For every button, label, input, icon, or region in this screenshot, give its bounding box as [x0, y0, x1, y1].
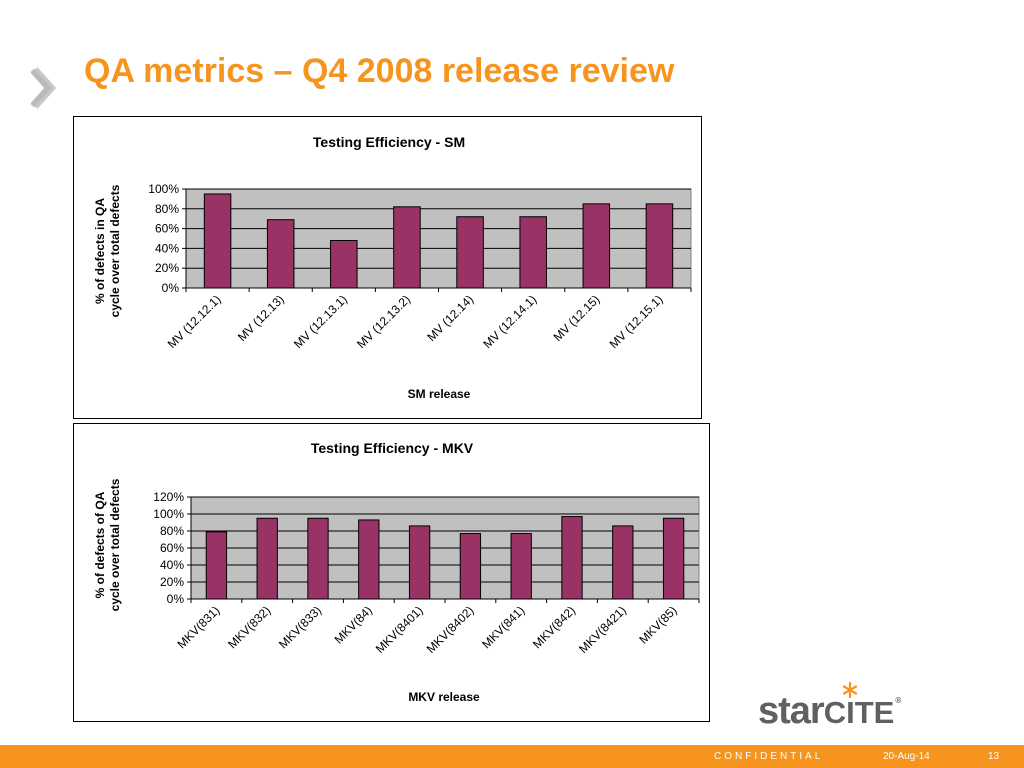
starcite-logo: starCITE®: [758, 682, 944, 734]
chart2-bar: [256, 517, 278, 600]
chart2-y-axis-label: % of defects of QAcycle over total defec…: [93, 478, 122, 611]
footer-confidential: CONFIDENTIAL: [714, 751, 824, 762]
chart2-bar: [358, 519, 380, 600]
chart2-bar: [459, 533, 482, 600]
chart1-x-tick-label: MV (12.13.1): [291, 292, 350, 351]
chart-sm-svg: Testing Efficiency - SM 0% 20% 40% 60% 80% 100…: [93, 134, 692, 401]
chart2-bar: [510, 533, 532, 600]
chart1-x-tick-label: MV (12.15): [551, 292, 603, 344]
chart-testing-efficiency-mkv: Testing Efficiency - MKV 0% 20% 40% 60% 80% 10…: [73, 423, 710, 722]
chart1-x-tick-label: MV (12.14.1): [480, 292, 539, 351]
chart1-y-tick-label: 100%: [148, 182, 179, 196]
chart1-bar: [393, 206, 421, 289]
chart2-x-axis-label: MKV release: [408, 690, 480, 704]
double-chevron-right-icon: [30, 67, 57, 109]
chart1-y-tick-label: 40%: [155, 241, 179, 255]
chart2-x-tick-label: MKV(85): [636, 603, 679, 646]
chart2-x-tick-label: MKV(84): [332, 603, 375, 646]
chart1-bar: [266, 219, 295, 289]
chart2-title: Testing Efficiency - MKV: [311, 440, 474, 456]
chart2-y-tick-label: 80%: [160, 524, 184, 538]
chart2-y-tick-label: 0%: [167, 592, 185, 606]
chart1-bar: [519, 216, 547, 289]
chart2-x-tick-label: MKV(8401): [373, 603, 426, 656]
asterisk-star-icon: [842, 682, 858, 698]
chart1-bar: [456, 216, 484, 289]
chart1-y-tick-label: 80%: [155, 202, 179, 216]
chart2-y-tick-label: 20%: [160, 575, 184, 589]
chart2-y-tick-label: 60%: [160, 541, 184, 555]
chart1-y-axis-label: % of defects in QAcycle over total defec…: [93, 184, 122, 317]
chart2-x-tick-label: MKV(842): [530, 603, 578, 651]
logo-text-star: star: [758, 690, 825, 732]
chart2-x-tick-label: MKV(8402): [424, 603, 477, 656]
chart1-y-tick-label: 0%: [162, 281, 180, 295]
chart1-x-tick-label: MV (12.14): [424, 292, 476, 344]
chart1-bar: [330, 239, 358, 289]
chart1-plot-area: [185, 188, 692, 289]
chart1-title: Testing Efficiency - SM: [313, 134, 465, 150]
chart2-x-tick-label: MKV(832): [225, 603, 273, 651]
chart1-bar: [645, 203, 674, 289]
chart1-y-tick-label: 60%: [155, 222, 179, 236]
logo-text-cite: CITE: [823, 695, 895, 730]
chart1-x-tick-label: MV (12.15.1): [607, 292, 666, 351]
chart1-x-axis-label: SM release: [408, 387, 471, 401]
chart2-bar: [612, 525, 634, 600]
logo-registered-mark: ®: [895, 696, 902, 705]
chart1-bar: [203, 193, 232, 289]
chart2-x-tick-label: MKV(833): [276, 603, 324, 651]
chart2-x-tick-label: MKV(831): [174, 603, 222, 651]
chart1-bar: [582, 203, 611, 289]
logo-wordmark: starCITE®: [758, 690, 901, 733]
footer-bar: CONFIDENTIAL 20-Aug-14 13: [0, 745, 1024, 768]
chart-testing-efficiency-sm: Testing Efficiency - SM 0% 20% 40% 60% 80% 100…: [73, 116, 702, 419]
chart2-bar: [662, 517, 685, 600]
chart2-bar: [408, 525, 431, 600]
chart2-bar: [205, 531, 228, 600]
chart2-x-tick-label: MKV(8421): [576, 603, 629, 656]
chart2-y-tick-label: 40%: [160, 558, 184, 572]
chart1-y-tick-label: 20%: [155, 261, 179, 275]
chart2-y-tick-label: 100%: [153, 507, 184, 521]
chart1-x-tick-label: MV (12.13): [235, 292, 287, 344]
chart1-x-tick-label: MV (12.12.1): [165, 292, 224, 351]
footer-date: 20-Aug-14: [883, 751, 930, 762]
chart1-x-tick-label: MV (12.13.2): [354, 292, 413, 351]
slide-title: QA metrics – Q4 2008 release review: [84, 52, 675, 90]
chart-mkv-svg: Testing Efficiency - MKV 0% 20% 40% 60% 80% 10…: [93, 440, 700, 704]
chart2-bar: [561, 516, 583, 600]
chart2-x-tick-label: MKV(841): [479, 603, 527, 651]
footer-page-number: 13: [988, 751, 1000, 762]
chart2-bar: [307, 517, 329, 600]
chart2-y-tick-label: 120%: [153, 490, 184, 504]
